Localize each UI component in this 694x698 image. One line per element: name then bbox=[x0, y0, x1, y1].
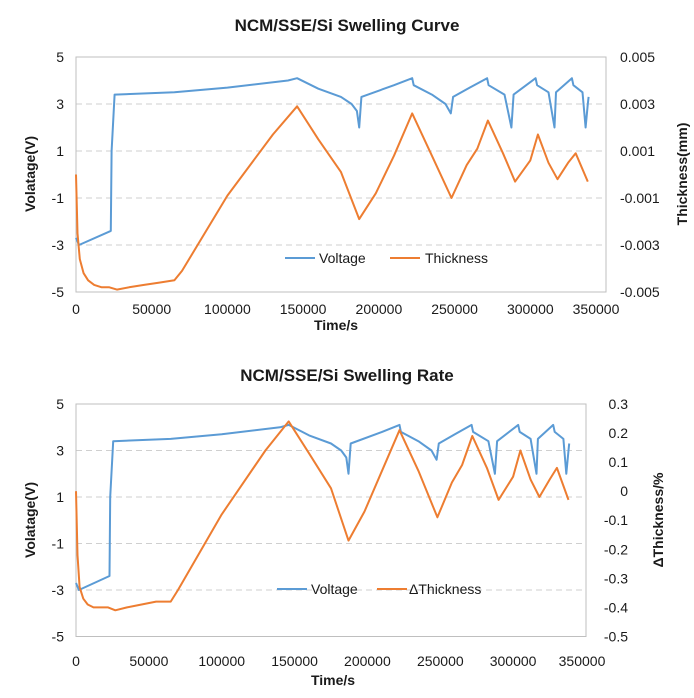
chart2-ytick: 1 bbox=[56, 489, 64, 505]
chart1-series-voltage-line bbox=[75, 77, 590, 246]
chart2-legend-dthickness: ΔThickness bbox=[409, 581, 481, 597]
chart2-legend: Voltage ΔThickness bbox=[277, 581, 481, 597]
chart1-xtick: 100000 bbox=[204, 301, 251, 317]
chart2-series-voltage-line bbox=[75, 423, 571, 591]
chart1-x-axis-label: Time/s bbox=[314, 317, 358, 333]
chart1-title: NCM/SSE/Si Swelling Curve bbox=[235, 16, 460, 35]
chart1-y2tick: -0.001 bbox=[620, 190, 660, 206]
chart2-ytick: -5 bbox=[52, 629, 65, 645]
chart2-y2tick: 0.1 bbox=[609, 454, 629, 470]
chart1-y-ticks: 5 3 1 -1 -3 -5 bbox=[52, 49, 65, 300]
chart1-y2-ticks: 0.005 0.003 0.001 -0.001 -0.003 -0.005 bbox=[620, 49, 660, 300]
chart2-legend-voltage: Voltage bbox=[311, 581, 358, 597]
chart1-y-axis-label: Volatage(V) bbox=[22, 136, 38, 212]
chart2-y-axis-label: Volatage(V) bbox=[22, 482, 38, 558]
chart-swelling-rate: NCM/SSE/Si Swelling Rate 5 3 1 -1 -3 -5 … bbox=[22, 366, 666, 688]
chart2-y2-ticks: 0.3 0.2 0.1 0 -0.1 -0.2 -0.3 -0.4 -0.5 bbox=[604, 396, 628, 645]
chart2-xtick: 50000 bbox=[129, 653, 168, 669]
chart2-y2tick: -0.1 bbox=[604, 512, 628, 528]
chart2-ytick: -1 bbox=[52, 536, 65, 552]
chart2-xtick: 250000 bbox=[417, 653, 464, 669]
chart2-xtick: 200000 bbox=[344, 653, 391, 669]
chart2-xtick: 0 bbox=[72, 653, 80, 669]
chart1-xtick: 250000 bbox=[431, 301, 478, 317]
chart1-gridlines bbox=[76, 103, 606, 246]
chart1-xtick: 350000 bbox=[573, 301, 620, 317]
chart1-series-lines bbox=[75, 77, 590, 291]
chart2-series-thickness-line bbox=[75, 420, 570, 612]
chart1-xtick: 50000 bbox=[132, 301, 171, 317]
chart1-legend-voltage: Voltage bbox=[319, 250, 366, 266]
chart2-ytick: -3 bbox=[52, 582, 65, 598]
chart2-y2tick: 0.2 bbox=[609, 425, 629, 441]
chart2-xtick: 100000 bbox=[198, 653, 245, 669]
chart2-xtick: 150000 bbox=[271, 653, 318, 669]
chart1-ytick: 3 bbox=[56, 96, 64, 112]
chart1-ytick: 5 bbox=[56, 49, 64, 65]
chart1-xtick: 150000 bbox=[280, 301, 327, 317]
chart2-title: NCM/SSE/Si Swelling Rate bbox=[240, 366, 454, 385]
chart1-ytick: -1 bbox=[52, 190, 65, 206]
chart2-y2tick: -0.3 bbox=[604, 570, 628, 586]
chart1-ytick: -3 bbox=[52, 237, 65, 253]
chart2-y2tick: -0.2 bbox=[604, 541, 628, 557]
chart2-series-lines bbox=[75, 420, 571, 612]
chart2-ytick: 5 bbox=[56, 396, 64, 412]
chart2-y2-axis-label: ΔThickness/% bbox=[650, 472, 666, 567]
chart2-xtick: 300000 bbox=[490, 653, 537, 669]
chart1-xtick: 300000 bbox=[507, 301, 554, 317]
chart1-series-thickness-line bbox=[75, 105, 589, 291]
chart1-y2tick: -0.003 bbox=[620, 237, 660, 253]
chart2-y-ticks: 5 3 1 -1 -3 -5 bbox=[52, 396, 65, 645]
chart2-y2tick: 0 bbox=[620, 483, 628, 499]
chart1-x-ticks: 0 50000 100000 150000 200000 250000 3000… bbox=[72, 301, 619, 317]
chart1-legend: Voltage Thickness bbox=[285, 250, 488, 266]
chart1-y2tick: 0.003 bbox=[620, 96, 655, 112]
chart2-y2tick: -0.5 bbox=[604, 629, 628, 645]
chart1-y2tick: 0.001 bbox=[620, 143, 655, 159]
chart1-y2tick: 0.005 bbox=[620, 49, 655, 65]
chart1-ytick: 1 bbox=[56, 143, 64, 159]
chart2-ytick: 3 bbox=[56, 443, 64, 459]
chart2-gridlines bbox=[76, 450, 586, 591]
chart1-ytick: -5 bbox=[52, 284, 65, 300]
chart1-legend-thickness: Thickness bbox=[425, 250, 488, 266]
chart2-x-ticks: 0 50000 100000 150000 200000 250000 3000… bbox=[72, 653, 605, 669]
chart2-y2tick: -0.4 bbox=[604, 599, 628, 615]
chart2-y2tick: 0.3 bbox=[609, 396, 629, 412]
chart1-xtick: 0 bbox=[72, 301, 80, 317]
chart2-x-axis-label: Time/s bbox=[311, 672, 355, 688]
chart-swelling-curve: NCM/SSE/Si Swelling Curve 5 3 1 -1 -3 -5… bbox=[22, 16, 690, 333]
chart1-xtick: 200000 bbox=[356, 301, 403, 317]
chart2-xtick: 350000 bbox=[559, 653, 606, 669]
chart1-y2tick: -0.005 bbox=[620, 284, 660, 300]
chart1-y2-axis-label: Thickness(mm) bbox=[674, 123, 690, 226]
